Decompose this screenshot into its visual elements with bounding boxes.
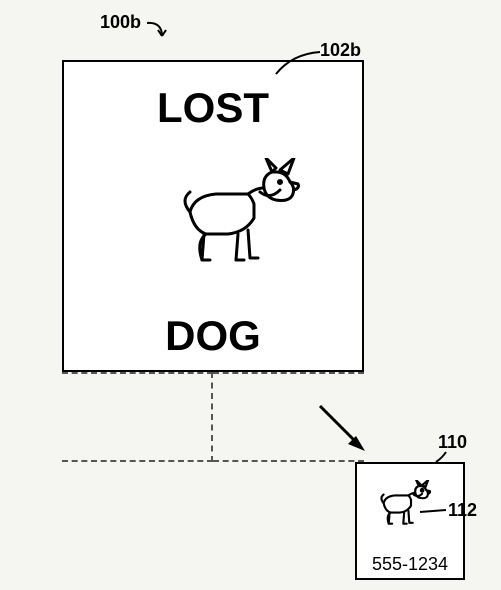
ref-112-lead: [0, 0, 501, 590]
patent-figure: 100b LOST: [0, 0, 501, 590]
